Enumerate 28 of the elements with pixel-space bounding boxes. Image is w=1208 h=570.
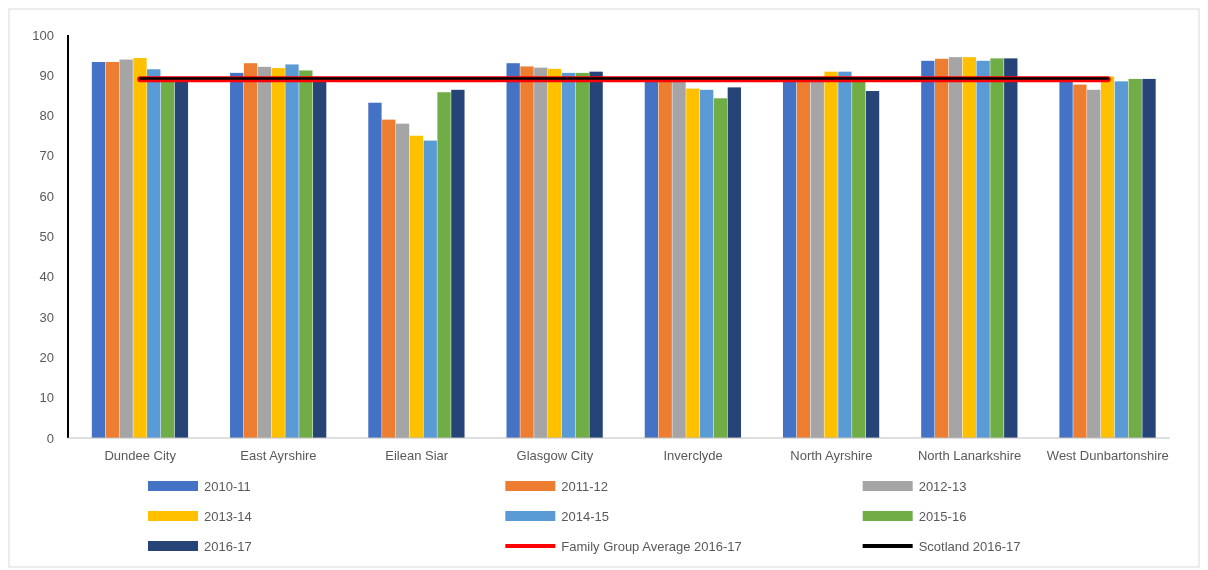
y-tick-label: 90 (39, 67, 54, 83)
x-tick-label: Dundee City (104, 448, 177, 463)
y-tick-label: 40 (39, 269, 54, 285)
y-tick-label: 80 (39, 108, 54, 124)
legend-label: Scotland 2016-17 (918, 538, 1021, 554)
legend-label: 2011-12 (561, 478, 609, 494)
y-tick-label: 100 (32, 27, 54, 43)
x-tick-label: West Dunbartonshire (1046, 448, 1169, 463)
y-tick-label: 0 (46, 430, 54, 446)
y-tick-label: 30 (39, 309, 54, 325)
x-tick-label: North Lanarkshire (917, 448, 1022, 463)
y-tick-label: 70 (39, 148, 54, 164)
legend-label: 2014-15 (561, 508, 610, 524)
legend-label: 2016-17 (204, 538, 252, 554)
y-tick-label: 20 (39, 349, 54, 365)
y-tick-label: 10 (39, 390, 54, 406)
legend-label: 2015-16 (918, 508, 967, 524)
x-tick-label: Inverclyde (663, 448, 723, 463)
x-tick-label: Eilean Siar (385, 448, 449, 463)
x-tick-label: Glasgow City (516, 448, 594, 463)
x-tick-label: North Ayrshire (790, 448, 873, 463)
y-tick-label: 50 (39, 229, 54, 245)
legend-label: 2013-14 (204, 508, 252, 524)
legend-label: 2012-13 (918, 478, 967, 494)
y-tick-label: 60 (39, 188, 54, 204)
legend-label: Family Group Average 2016-17 (561, 538, 742, 554)
x-tick-label: East Ayrshire (240, 448, 317, 463)
legend-label: 2010-11 (204, 478, 251, 494)
